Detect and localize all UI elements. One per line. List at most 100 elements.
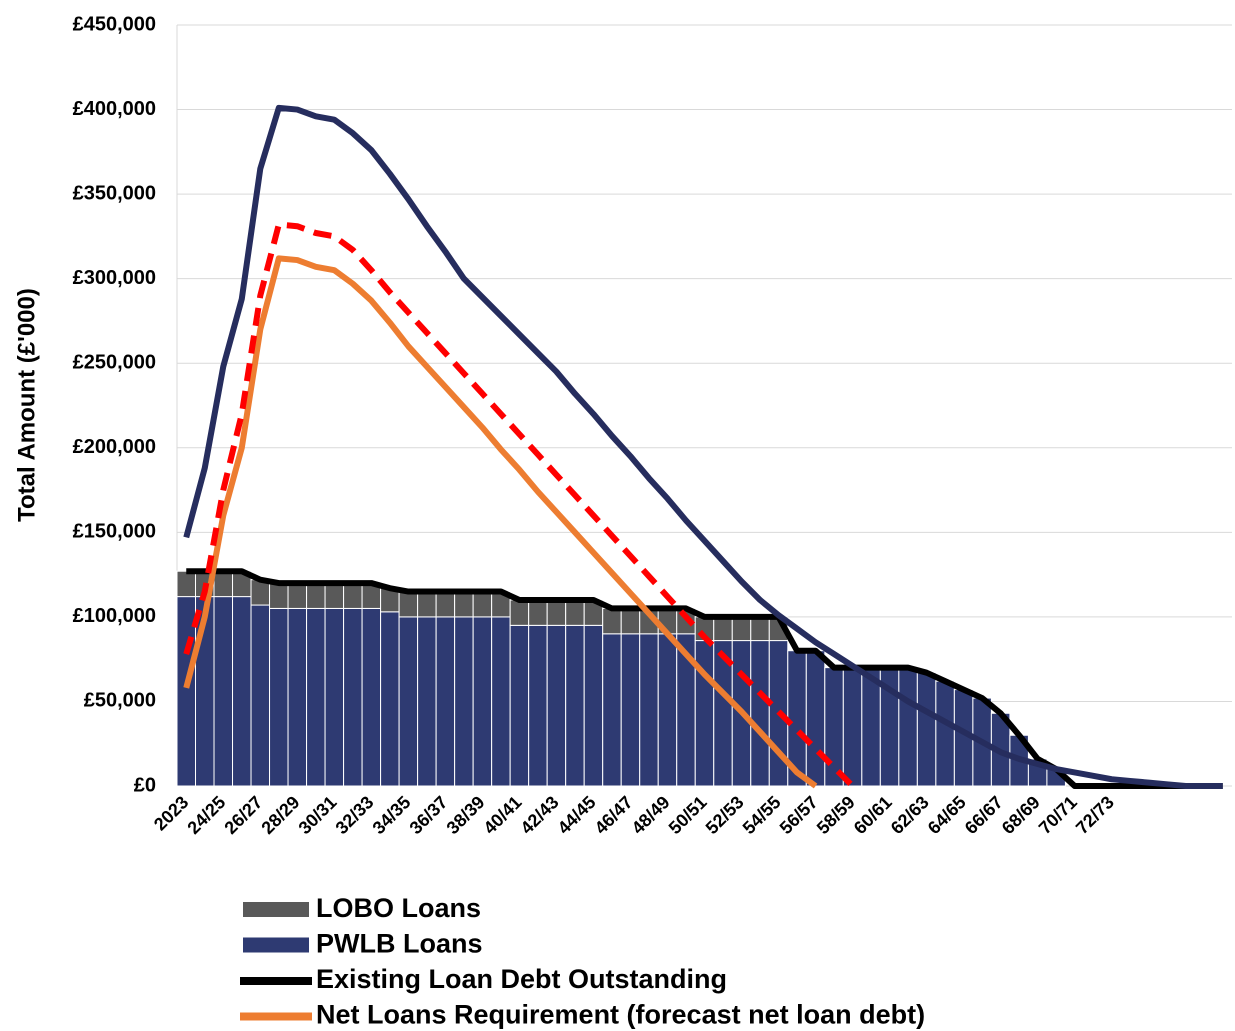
bar xyxy=(620,607,641,635)
x-tick-label: 64/65 xyxy=(924,792,970,838)
y-tick-label: £450,000 xyxy=(73,13,156,35)
bar xyxy=(287,607,308,787)
x-tick-label: 38/39 xyxy=(443,792,489,838)
x-tick-label: 58/59 xyxy=(813,792,859,838)
x-tick-label: 30/31 xyxy=(295,792,341,838)
bar xyxy=(472,616,493,787)
bar xyxy=(750,640,770,787)
x-tick-label: 40/41 xyxy=(480,792,526,838)
legend-label: Net Loans Requirement (forecast net loan… xyxy=(316,1000,925,1030)
y-tick-label: £400,000 xyxy=(73,98,156,120)
x-tick-label: 60/61 xyxy=(850,792,896,838)
bar xyxy=(694,640,715,787)
x-tick-label: 24/25 xyxy=(183,792,229,838)
bar xyxy=(324,582,345,609)
x-tick-label: 62/63 xyxy=(887,792,933,838)
legend-swatch xyxy=(243,937,309,953)
x-tick-label: 32/33 xyxy=(332,792,378,838)
bar xyxy=(565,599,585,626)
y-tick-label: £300,000 xyxy=(73,267,156,289)
bar xyxy=(565,624,585,787)
bar xyxy=(842,667,863,787)
bar xyxy=(343,607,363,787)
bar xyxy=(602,633,622,787)
y-tick-label: £100,000 xyxy=(73,605,156,627)
bar xyxy=(213,570,234,598)
y-tick-label: £200,000 xyxy=(73,436,156,458)
bar xyxy=(750,616,770,642)
bar xyxy=(176,570,197,598)
bar xyxy=(546,599,567,626)
x-tick-label: 52/53 xyxy=(702,792,748,838)
bar xyxy=(491,616,511,787)
bar xyxy=(250,604,271,787)
x-tick-label: 2023 xyxy=(150,792,192,834)
y-tick-label: £350,000 xyxy=(73,182,156,204)
bar xyxy=(731,616,752,642)
bar xyxy=(269,607,289,787)
bar xyxy=(417,616,437,787)
x-tick-label: 42/43 xyxy=(517,792,563,838)
y-tick-label: £50,000 xyxy=(84,690,156,712)
bar xyxy=(805,650,826,787)
bar xyxy=(213,596,234,787)
legend-label: PWLB Loans xyxy=(316,929,483,959)
bar xyxy=(417,591,437,618)
x-tick-label: 28/29 xyxy=(257,792,303,838)
y-tick-label: £250,000 xyxy=(73,352,156,374)
x-tick-label: 70/71 xyxy=(1035,792,1081,838)
bar xyxy=(435,591,456,618)
bar xyxy=(361,607,382,787)
bar xyxy=(509,599,530,626)
x-tick-label: 26/27 xyxy=(220,792,266,838)
bar xyxy=(398,591,419,618)
x-tick-label: 44/45 xyxy=(554,792,600,838)
bar xyxy=(898,667,918,787)
x-tick-label: 66/67 xyxy=(961,792,1007,838)
bar xyxy=(435,616,456,787)
y-axis-title: Total Amount (£'000) xyxy=(13,288,40,522)
x-tick-label: 54/55 xyxy=(739,792,785,838)
bar xyxy=(602,607,622,635)
x-tick-label: 36/37 xyxy=(406,792,452,838)
x-tick-label: 48/49 xyxy=(628,792,674,838)
y-tick-label: £150,000 xyxy=(73,521,156,543)
bar xyxy=(824,667,844,787)
line-series xyxy=(183,255,818,789)
legend-swatch xyxy=(243,902,309,917)
x-tick-label: 50/51 xyxy=(665,792,711,838)
bar xyxy=(657,633,678,787)
bar xyxy=(398,616,419,787)
bar xyxy=(528,624,548,787)
bar xyxy=(287,582,308,609)
x-tick-label: 72/73 xyxy=(1072,792,1118,838)
bar xyxy=(713,616,733,642)
bar xyxy=(232,596,252,787)
bar xyxy=(583,624,604,787)
bar xyxy=(528,599,548,626)
bar xyxy=(269,582,289,609)
bar xyxy=(454,616,474,787)
y-tick-label: £0 xyxy=(134,774,156,796)
x-tick-label: 34/35 xyxy=(369,792,415,838)
bar xyxy=(306,607,326,787)
bar xyxy=(546,624,567,787)
bar xyxy=(916,672,937,787)
bar xyxy=(343,582,363,609)
bar xyxy=(472,591,493,618)
bar xyxy=(509,624,530,787)
legend-label: Existing Loan Debt Outstanding xyxy=(316,964,727,994)
x-tick-label: 68/69 xyxy=(998,792,1044,838)
line-series xyxy=(183,221,855,789)
bar xyxy=(454,591,474,618)
bar xyxy=(620,633,641,787)
bar xyxy=(935,680,955,787)
bar xyxy=(324,607,345,787)
bar xyxy=(380,611,400,787)
line-series xyxy=(183,104,1223,789)
legend-label: LOBO Loans xyxy=(316,893,481,923)
bar xyxy=(639,633,659,787)
x-tick-label: 56/57 xyxy=(776,792,822,838)
bar xyxy=(306,582,326,609)
